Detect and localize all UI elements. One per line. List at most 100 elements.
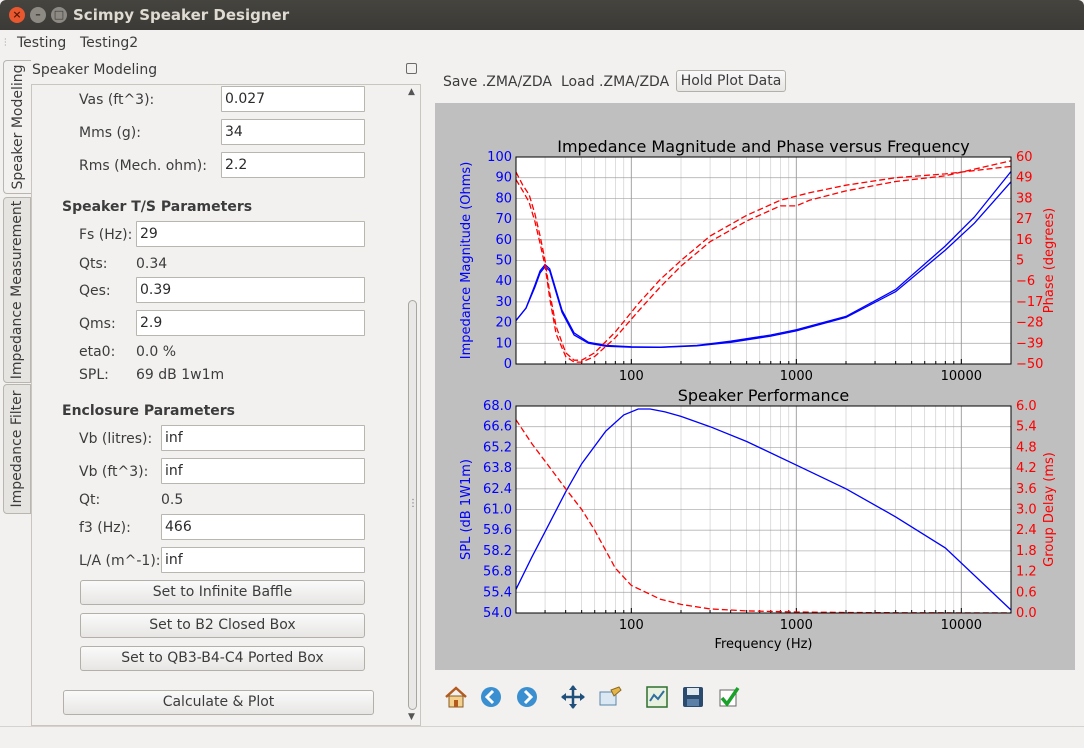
load-zma-button[interactable]: Load .ZMA/ZDA [561, 74, 670, 90]
series-line-0-2 [515, 165, 1012, 361]
spl-label: SPL: [79, 367, 109, 383]
fs-field[interactable] [136, 221, 365, 247]
close-window-button[interactable]: × [9, 7, 25, 23]
series-line-1-1 [515, 419, 1012, 614]
f3-field[interactable] [161, 514, 365, 540]
x-tick-label: 100 [619, 369, 644, 384]
qms-field[interactable] [136, 310, 365, 336]
save-zma-button[interactable]: Save .ZMA/ZDA [443, 74, 552, 90]
x-tick-label: 10000 [941, 618, 982, 633]
infinite-baffle-button[interactable]: Set to Infinite Baffle [80, 580, 365, 605]
qts-value: 0.34 [136, 256, 168, 272]
y-tick-label: 54.0 [483, 606, 512, 621]
y-tick-label: 90 [495, 171, 512, 186]
y2-tick-label: −17 [1016, 295, 1043, 310]
y-tick-label: 56.8 [483, 565, 512, 580]
y2-tick-label: 38 [1016, 191, 1033, 206]
tab-impedance-measurement[interactable]: Impedance Measurement [3, 197, 31, 383]
title-bar: × – □ Scimpy Speaker Designer [0, 0, 1084, 30]
y-tick-label: 63.8 [483, 461, 512, 476]
y2-tick-label: 4.8 [1016, 440, 1037, 455]
parameters-scroll-area[interactable]: Vas (ft^3): Mms (g): Rms (Mech. ohm): Sp… [31, 84, 421, 726]
save-icon[interactable] [680, 684, 706, 710]
mms-label: Mms (g): [79, 125, 141, 141]
vertical-scrollbar[interactable]: ▲ ▼ [406, 85, 420, 725]
mms-field[interactable] [221, 119, 365, 145]
vb-litres-field[interactable] [161, 425, 365, 451]
x-tick-label: 10000 [941, 369, 982, 384]
maximize-window-button[interactable]: □ [51, 7, 67, 23]
panel-title: Speaker Modeling [32, 62, 158, 78]
qes-label: Qes: [79, 283, 111, 299]
forward-icon[interactable] [514, 684, 540, 710]
window-title: Scimpy Speaker Designer [73, 6, 290, 24]
eta0-value: 0.0 % [136, 344, 177, 360]
subplots-icon[interactable] [644, 684, 670, 710]
calculate-plot-button[interactable]: Calculate & Plot [63, 690, 374, 715]
plot-navigation-toolbar [437, 680, 1077, 716]
x-tick-label: 100 [619, 618, 644, 633]
rms-field[interactable] [221, 152, 365, 178]
qb3-ported-box-button[interactable]: Set to QB3-B4-C4 Ported Box [80, 646, 365, 671]
y-tick-label: 55.4 [483, 585, 512, 600]
y-tick-label: 61.0 [483, 503, 512, 518]
scroll-up-icon[interactable]: ▲ [408, 87, 415, 97]
scrollbar-thumb[interactable] [408, 300, 417, 710]
status-bar [0, 726, 1084, 748]
qts-label: Qts: [79, 256, 108, 272]
scroll-down-icon[interactable]: ▼ [408, 712, 415, 722]
qes-field[interactable] [136, 277, 365, 303]
minimize-window-button[interactable]: – [30, 7, 46, 23]
y-tick-label: 70 [495, 212, 512, 227]
float-panel-icon[interactable] [406, 63, 417, 74]
check-icon[interactable] [716, 684, 742, 710]
la-field[interactable] [161, 547, 365, 573]
vb-ft3-field[interactable] [161, 458, 365, 484]
back-icon[interactable] [478, 684, 504, 710]
vas-field[interactable] [221, 86, 365, 112]
vb-ft3-label: Vb (ft^3): [79, 464, 149, 480]
y2-tick-label: 5.4 [1016, 420, 1037, 435]
y-tick-label: 80 [495, 191, 512, 206]
y-tick-label: 30 [495, 295, 512, 310]
hold-plot-data-button[interactable]: Hold Plot Data [676, 70, 786, 92]
y-tick-label: 10 [495, 336, 512, 351]
plot-canvas[interactable]: 0 10 20 30 40 50 60 70 80 90 100 −50 −39 −28 −17 −6 5 16 2… [435, 103, 1075, 670]
y2-tick-label: 6.0 [1016, 399, 1037, 414]
tab-impedance-filter[interactable]: Impedance Filter [3, 384, 31, 514]
y-tick-label: 58.2 [483, 544, 512, 559]
series-line-0-3 [515, 160, 1012, 363]
tab-speaker-modeling[interactable]: Speaker Modeling [3, 60, 31, 194]
y-tick-label: 62.4 [483, 482, 512, 497]
y2-tick-label: 0.6 [1016, 585, 1037, 600]
pan-icon[interactable] [560, 684, 586, 710]
y-tick-label: 0 [504, 357, 512, 372]
speaker-modeling-panel: Speaker Modeling Vas (ft^3): Mms (g): Rm… [31, 60, 421, 726]
y-tick-label: 66.6 [483, 420, 512, 435]
rms-label: Rms (Mech. ohm): [79, 158, 207, 174]
series-line-0-1 [515, 171, 1012, 348]
home-icon[interactable] [443, 684, 469, 710]
y-tick-label: 60 [495, 233, 512, 248]
plot-frame [515, 156, 1012, 365]
zoom-icon[interactable] [597, 684, 623, 710]
vb-litres-label: Vb (litres): [79, 431, 153, 447]
b2-closed-box-button[interactable]: Set to B2 Closed Box [80, 613, 365, 638]
y2-tick-label: −39 [1016, 336, 1043, 351]
y2-tick-label: 0.0 [1016, 606, 1037, 621]
eta0-label: eta0: [79, 344, 116, 360]
menu-testing2[interactable]: Testing2 [80, 35, 139, 51]
vertical-tab-bar: Speaker Modeling Impedance Measurement I… [3, 60, 31, 720]
y-axis-label: SPL (dB 1W1m) [459, 459, 474, 560]
f3-label: f3 (Hz): [79, 520, 131, 536]
splitter-handle[interactable]: ⋮ [408, 498, 418, 510]
y2-tick-label: 3.6 [1016, 482, 1037, 497]
y2-axis-label: Group Delay (ms) [1042, 452, 1057, 567]
y-tick-label: 59.6 [483, 523, 512, 538]
y-tick-label: 20 [495, 316, 512, 331]
menu-testing[interactable]: Testing [17, 35, 67, 51]
y2-tick-label: 1.8 [1016, 544, 1037, 559]
tab-label: Impedance Measurement [9, 200, 25, 380]
y2-tick-label: 60 [1016, 150, 1033, 165]
enclosure-parameters-header: Enclosure Parameters [62, 403, 236, 419]
